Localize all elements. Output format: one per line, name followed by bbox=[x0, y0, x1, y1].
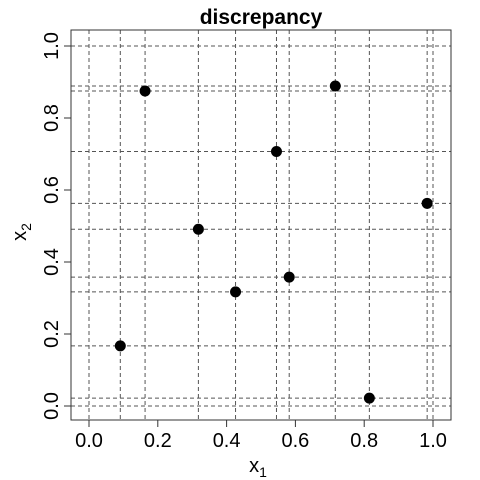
x-axis-label-subscript: 1 bbox=[259, 464, 267, 480]
y-tick-label: 0.4 bbox=[41, 248, 63, 276]
plot-box bbox=[70, 29, 452, 421]
x-tick-label: 0.0 bbox=[75, 430, 103, 452]
data-point bbox=[114, 340, 126, 352]
chart-title: discrepancy bbox=[200, 6, 323, 29]
x-tick-label: 0.4 bbox=[213, 430, 241, 452]
y-tick-label: 0.2 bbox=[41, 320, 63, 348]
x-axis-label: x1 bbox=[249, 455, 267, 480]
y-axis: 0.0 0.2 0.4 0.6 0.8 1.0 bbox=[41, 32, 72, 420]
x-tick-label: 0.8 bbox=[350, 430, 378, 452]
y-tick-label: 0.0 bbox=[41, 392, 63, 420]
data-point bbox=[283, 271, 295, 283]
y-tick-label: 0.6 bbox=[41, 176, 63, 204]
data-point bbox=[270, 145, 282, 157]
x-tick-label: 0.6 bbox=[281, 430, 309, 452]
data-point bbox=[192, 223, 204, 235]
y-tick-label: 1.0 bbox=[41, 32, 63, 60]
data-point bbox=[230, 286, 242, 298]
data-point bbox=[363, 392, 375, 404]
y-axis-label-subscript: 2 bbox=[18, 223, 34, 231]
data-point bbox=[329, 80, 341, 92]
x-tick-label: 0.2 bbox=[144, 430, 172, 452]
grid bbox=[71, 30, 451, 420]
y-axis-label-base: x bbox=[9, 231, 31, 241]
data-points bbox=[114, 80, 433, 404]
data-point bbox=[421, 197, 433, 209]
x-tick-label: 1.0 bbox=[419, 430, 447, 452]
y-tick-label: 0.8 bbox=[41, 104, 63, 132]
data-point bbox=[139, 85, 151, 97]
y-axis-label: x2 bbox=[9, 223, 34, 241]
x-axis: 0.0 0.2 0.4 0.6 0.8 1.0 bbox=[75, 419, 447, 452]
x-axis-label-base: x bbox=[249, 455, 259, 477]
